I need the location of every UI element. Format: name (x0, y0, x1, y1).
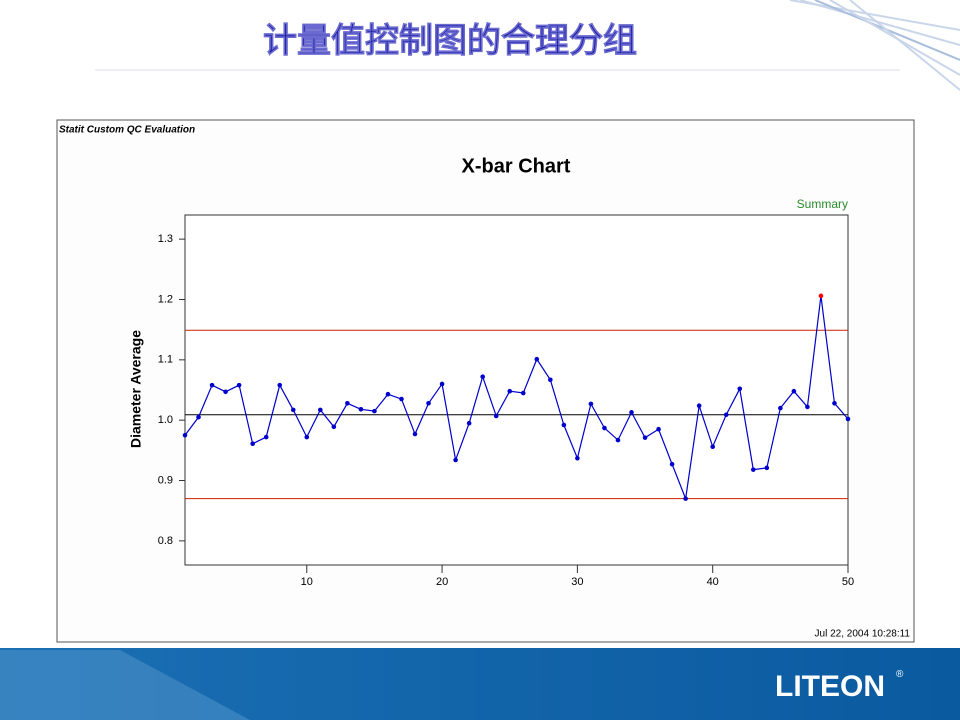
x-tick-label: 50 (842, 576, 854, 588)
data-point (818, 293, 824, 299)
data-point (345, 400, 350, 406)
data-point (507, 388, 513, 394)
data-point (832, 400, 837, 406)
x-tick-label: 10 (301, 576, 313, 588)
data-point (656, 426, 661, 432)
data-point (304, 434, 310, 440)
chart-title: X-bar Chart (462, 155, 571, 177)
chart-footer: Jul 22, 2004 10:28:11 (815, 629, 911, 640)
data-point (412, 431, 418, 437)
data-point (209, 382, 215, 388)
data-point (426, 400, 431, 406)
data-point (683, 496, 688, 501)
data-point (778, 405, 783, 411)
chart-header: Statit Custom QC Evaluation (59, 125, 195, 136)
data-point (385, 391, 391, 397)
footer-band (0, 648, 960, 720)
data-point (750, 467, 756, 472)
data-point (439, 381, 445, 387)
data-point (629, 410, 634, 415)
x-tick-label: 40 (707, 576, 719, 588)
y-tick-label: 0.9 (158, 474, 173, 486)
data-point (561, 422, 567, 428)
y-tick-label: 1.3 (158, 233, 173, 245)
data-point (575, 455, 580, 461)
data-point (548, 377, 553, 383)
data-point (642, 435, 648, 440)
data-point (480, 374, 485, 380)
data-point (466, 420, 472, 426)
plot-area (184, 214, 849, 566)
data-point (588, 401, 594, 407)
data-point (520, 390, 526, 396)
data-point (331, 424, 337, 430)
data-point (534, 356, 540, 362)
data-point (196, 414, 201, 420)
data-point (290, 407, 296, 413)
data-point (250, 441, 255, 447)
x-tick-label: 20 (436, 576, 448, 588)
data-point (696, 403, 702, 408)
data-point (277, 382, 283, 388)
logo: LITEON (775, 670, 885, 703)
data-point (223, 389, 228, 395)
data-point (372, 408, 377, 414)
y-axis-label: Diameter Average (128, 330, 144, 448)
data-point (723, 412, 729, 418)
data-point (845, 416, 851, 422)
data-point (236, 382, 242, 388)
data-point (399, 396, 404, 402)
data-point (791, 388, 797, 394)
data-point (358, 407, 364, 412)
data-point (182, 432, 188, 438)
data-point (764, 465, 770, 471)
series-line (184, 295, 849, 501)
data-point (453, 457, 458, 463)
data-point (737, 386, 743, 392)
data-point (263, 434, 269, 440)
slide-title: 计量值控制图的合理分组 (263, 21, 637, 61)
data-point (493, 413, 499, 419)
logo-mark: ® (896, 669, 904, 680)
y-tick-label: 1.1 (158, 354, 173, 366)
y-tick-label: 1.2 (158, 293, 173, 305)
data-point (805, 404, 810, 410)
decoration (0, 650, 250, 720)
data-point (318, 407, 323, 413)
y-tick-label: 1.0 (158, 414, 173, 426)
data-point (602, 425, 607, 431)
data-point (615, 437, 621, 443)
decoration (789, 0, 960, 91)
y-tick-label: 0.8 (158, 535, 173, 547)
data-point (710, 444, 715, 450)
data-point (669, 461, 675, 467)
x-tick-label: 30 (571, 576, 583, 588)
chart-subtitle: Summary (797, 197, 848, 211)
